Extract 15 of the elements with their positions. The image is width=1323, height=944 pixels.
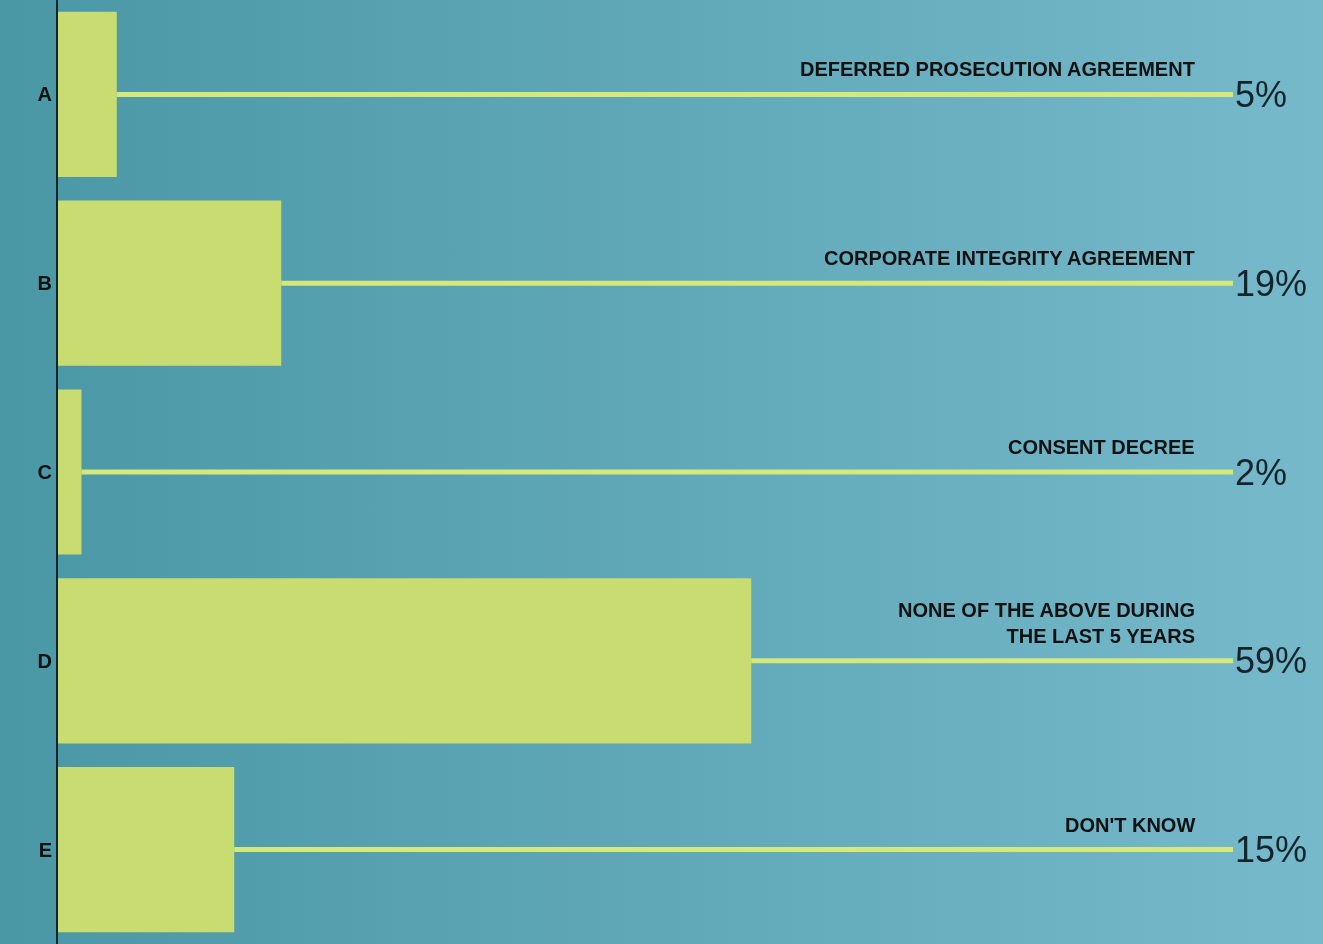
data-label: 59% [1235,640,1308,681]
y-tick-label: A [37,83,52,106]
data-label: 19% [1235,263,1308,304]
annotation: NONE OF THE ABOVE DURING THE LAST 5 YEARS [898,599,1196,647]
y-tick-label: D [37,649,52,672]
data-label: 15% [1235,829,1308,870]
data-label: 2% [1235,452,1288,493]
annotation: CORPORATE INTEGRITY AGREEMENT [824,247,1195,269]
annotation: DEFERRED PROSECUTION AGREEMENT [800,58,1195,80]
y-tick-label: B [37,272,52,295]
y-tick-label: E [38,838,52,861]
annotation: CONSENT DECREE [1008,436,1195,458]
data-label: 5% [1235,74,1288,115]
y-tick-label: C [37,461,52,483]
annotation: DON'T KNOW [1065,814,1196,836]
